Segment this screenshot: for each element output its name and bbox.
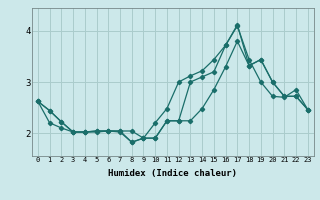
X-axis label: Humidex (Indice chaleur): Humidex (Indice chaleur) bbox=[108, 169, 237, 178]
